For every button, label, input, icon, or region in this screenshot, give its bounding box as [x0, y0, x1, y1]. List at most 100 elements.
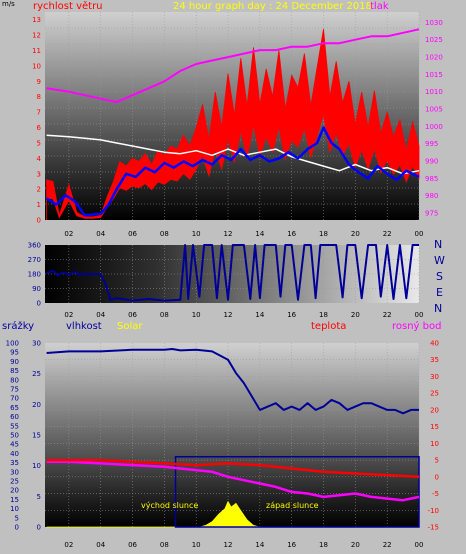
humidity-axis-label: vlhkost	[66, 321, 102, 332]
rain-y-tick-label: 55	[10, 422, 19, 430]
x-tick-label: 04	[96, 311, 105, 319]
x-tick-label: 12	[224, 230, 233, 238]
rain-y-tick-label: 25	[10, 478, 19, 486]
rain-y-tick-label: 60	[10, 413, 19, 421]
x-tick-label: 06	[128, 230, 137, 238]
wind-avg-series	[45, 126, 420, 217]
pressure-y-tick-label: 995	[425, 140, 438, 148]
x-tick-label: 14	[255, 311, 264, 319]
humidity-y-tick-label: 15	[32, 432, 41, 440]
wind-gust-series	[46, 134, 420, 175]
wind-y-tick-label: 9	[37, 78, 41, 86]
compass-w: W	[434, 254, 445, 267]
dewpoint-axis-label: rosný bod	[392, 321, 442, 332]
wind-y-tick-label: 3	[37, 170, 41, 178]
x-tick-label: 22	[383, 230, 392, 238]
x-tick-label: 20	[351, 230, 360, 238]
direction-y-tick-label: 180	[28, 271, 41, 279]
temperature-y-tick-label: 15	[430, 423, 439, 431]
daylight-box	[174, 455, 420, 528]
humidity-y-tick-label: 10	[32, 462, 41, 470]
temperature-y-tick-label: -15	[428, 524, 439, 532]
x-tick-label: 08	[160, 230, 169, 238]
x-tick-label: 22	[383, 311, 392, 319]
temperature-y-tick-label: 30	[430, 373, 439, 381]
wind-y-tick-label: 13	[32, 16, 41, 24]
wind-y-tick-label: 4	[37, 155, 42, 163]
x-tick-label: 02	[64, 541, 73, 549]
x-tick-label: 00	[415, 311, 424, 319]
x-tick-label: 16	[287, 230, 296, 238]
temperature-y-tick-label: 10	[430, 440, 439, 448]
temperature-y-tick-label: 0	[435, 473, 439, 481]
x-tick-label: 00	[415, 230, 424, 238]
x-tick-label: 10	[192, 541, 201, 549]
x-tick-label: 12	[224, 311, 233, 319]
x-tick-label: 20	[351, 311, 360, 319]
pressure-y-tick-label: 975	[425, 210, 438, 218]
x-tick-label: 00	[415, 541, 424, 549]
wind-y-tick-label: 8	[37, 93, 41, 101]
compass-e: E	[436, 286, 443, 299]
rain-y-tick-label: 45	[10, 441, 19, 449]
direction-y-tick-label: 0	[37, 300, 41, 308]
wind-y-tick-label: 6	[37, 124, 42, 132]
dewpoint-series	[46, 460, 420, 502]
wind-direction-series	[46, 244, 419, 302]
humidity-series	[46, 348, 419, 415]
rain-y-tick-label: 5	[15, 514, 19, 522]
x-tick-label: 04	[96, 230, 105, 238]
humidity-y-tick-label: 20	[32, 401, 41, 409]
temperature-series	[46, 458, 420, 479]
temperature-y-tick-label: 5	[435, 457, 439, 465]
rain-y-tick-label: 80	[10, 376, 19, 384]
temperature-y-tick-label: 35	[430, 356, 439, 364]
x-tick-label: 16	[287, 311, 296, 319]
direction-y-tick-label: 90	[32, 285, 41, 293]
x-tick-label: 04	[96, 541, 105, 549]
x-tick-label: 18	[319, 230, 328, 238]
temperature-y-tick-label: 40	[430, 340, 439, 348]
wind-y-tick-label: 5	[37, 139, 41, 147]
direction-y-tick-label: 360	[28, 242, 41, 250]
wind-y-tick-label: 1	[37, 201, 41, 209]
x-tick-label: 06	[128, 541, 137, 549]
pressure-axis-label: tlak	[370, 1, 389, 12]
x-tick-label: 18	[319, 541, 328, 549]
rain-y-tick-label: 75	[10, 386, 19, 394]
x-tick-label: 16	[287, 541, 296, 549]
pressure-y-tick-label: 1030	[425, 19, 443, 27]
x-tick-label: 08	[160, 541, 169, 549]
pressure-y-tick-label: 1020	[425, 54, 443, 62]
pressure-y-tick-label: 1025	[425, 36, 443, 44]
rain-y-tick-label: 95	[10, 349, 19, 357]
temperature-y-tick-label: 20	[430, 406, 439, 414]
x-tick-label: 08	[160, 311, 169, 319]
temp-panel-bg	[45, 343, 419, 527]
wind-y-tick-label: 2	[37, 186, 41, 194]
rain-y-tick-label: 70	[10, 395, 19, 403]
sunrise-label: východ slunce	[141, 501, 199, 510]
rain-y-tick-label: 100	[6, 340, 19, 348]
wind-y-tick-label: 7	[37, 109, 41, 117]
x-tick-label: 10	[192, 230, 201, 238]
compass-s: S	[436, 270, 443, 283]
temperature-axis-label: teplota	[311, 321, 347, 332]
compass-n-top: N	[434, 238, 443, 251]
humidity-y-tick-label: 30	[32, 340, 41, 348]
temperature-y-tick-label: -10	[428, 507, 439, 515]
pressure-y-tick-label: 1010	[425, 88, 443, 96]
chart-title: 24 hour graph day : 24 December 2018	[173, 1, 372, 12]
temperature-y-tick-label: -5	[432, 490, 439, 498]
wind-y-tick-label: 0	[37, 217, 41, 225]
pressure-y-tick-label: 985	[425, 175, 438, 183]
rain-y-tick-label: 20	[10, 487, 19, 495]
sunset-label: západ slunce	[266, 501, 319, 510]
corner-unit-label: m/s	[2, 0, 15, 8]
pressure-y-tick-label: 1015	[425, 71, 443, 79]
x-tick-label: 14	[255, 230, 264, 238]
pressure-y-tick-label: 1005	[425, 106, 443, 114]
humidity-y-tick-label: 0	[37, 524, 41, 532]
rain-y-tick-label: 15	[10, 496, 19, 504]
